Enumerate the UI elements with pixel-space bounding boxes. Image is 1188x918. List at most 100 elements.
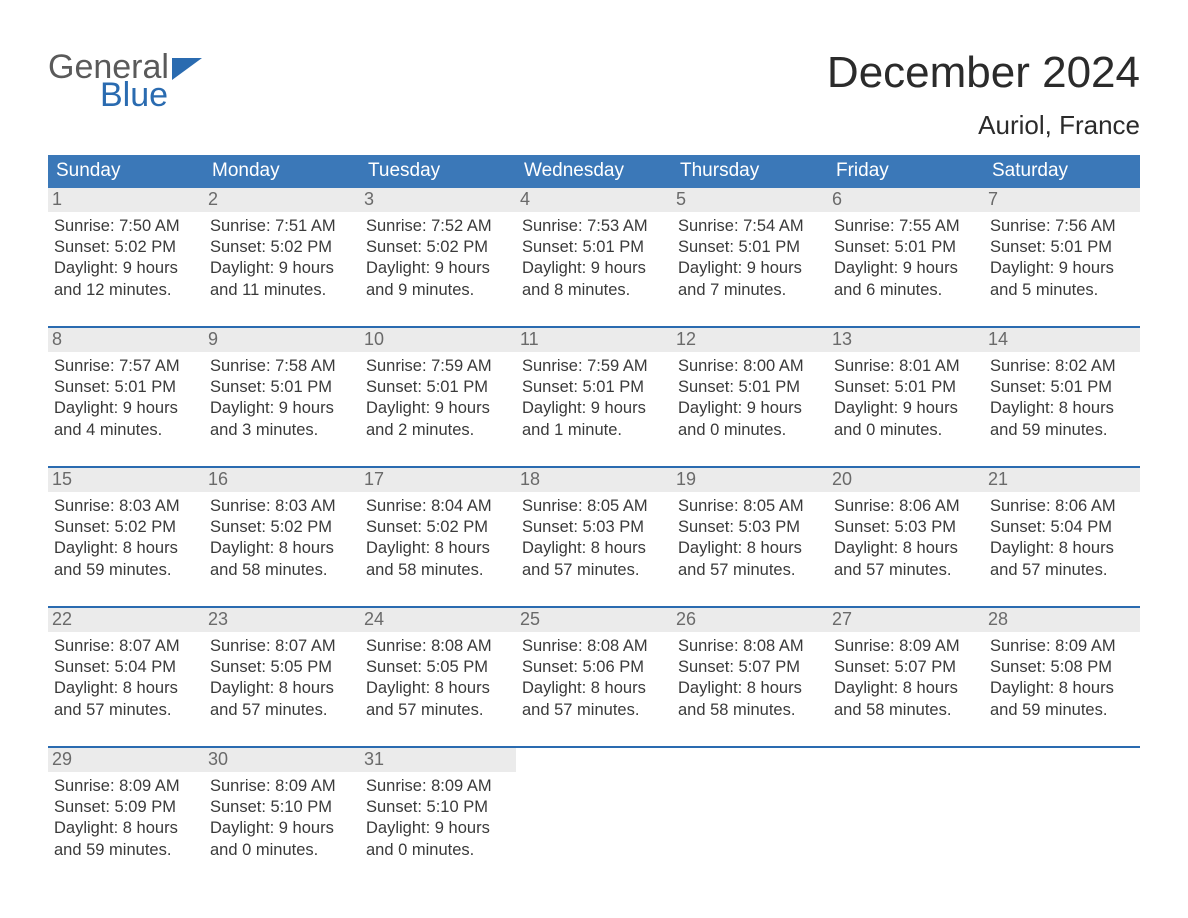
day-number: 12 — [672, 328, 828, 352]
day-number: 21 — [984, 468, 1140, 492]
day-details: Sunrise: 7:58 AM Sunset: 5:01 PM Dayligh… — [210, 352, 354, 440]
day-number: 7 — [984, 188, 1140, 212]
day-number: 25 — [516, 608, 672, 632]
day-details: Sunrise: 8:04 AM Sunset: 5:02 PM Dayligh… — [366, 492, 510, 580]
day-details: Sunrise: 7:59 AM Sunset: 5:01 PM Dayligh… — [366, 352, 510, 440]
day-number: 31 — [360, 748, 516, 772]
calendar-cell: 5Sunrise: 7:54 AM Sunset: 5:01 PM Daylig… — [672, 188, 828, 308]
calendar-cell: 12Sunrise: 8:00 AM Sunset: 5:01 PM Dayli… — [672, 328, 828, 448]
calendar-cell: 30Sunrise: 8:09 AM Sunset: 5:10 PM Dayli… — [204, 748, 360, 868]
calendar-cell: 21Sunrise: 8:06 AM Sunset: 5:04 PM Dayli… — [984, 468, 1140, 588]
day-details: Sunrise: 8:01 AM Sunset: 5:01 PM Dayligh… — [834, 352, 978, 440]
day-number: 19 — [672, 468, 828, 492]
calendar-cell: 13Sunrise: 8:01 AM Sunset: 5:01 PM Dayli… — [828, 328, 984, 448]
dow-header: Tuesday — [360, 155, 516, 188]
day-details: Sunrise: 7:57 AM Sunset: 5:01 PM Dayligh… — [54, 352, 198, 440]
day-details: Sunrise: 8:08 AM Sunset: 5:07 PM Dayligh… — [678, 632, 822, 720]
day-details: Sunrise: 7:53 AM Sunset: 5:01 PM Dayligh… — [522, 212, 666, 300]
day-details: Sunrise: 8:07 AM Sunset: 5:05 PM Dayligh… — [210, 632, 354, 720]
title-block: December 2024 Auriol, France — [827, 50, 1140, 141]
day-number: 29 — [48, 748, 204, 772]
day-number: 13 — [828, 328, 984, 352]
day-number: 3 — [360, 188, 516, 212]
calendar-cell: 2Sunrise: 7:51 AM Sunset: 5:02 PM Daylig… — [204, 188, 360, 308]
location-subtitle: Auriol, France — [827, 110, 1140, 141]
calendar-cell: 14Sunrise: 8:02 AM Sunset: 5:01 PM Dayli… — [984, 328, 1140, 448]
calendar-cell — [984, 748, 1140, 868]
calendar-cell: 10Sunrise: 7:59 AM Sunset: 5:01 PM Dayli… — [360, 328, 516, 448]
flag-icon — [172, 58, 202, 80]
day-details: Sunrise: 8:09 AM Sunset: 5:10 PM Dayligh… — [210, 772, 354, 860]
calendar-cell: 23Sunrise: 8:07 AM Sunset: 5:05 PM Dayli… — [204, 608, 360, 728]
day-details: Sunrise: 7:55 AM Sunset: 5:01 PM Dayligh… — [834, 212, 978, 300]
day-number: 24 — [360, 608, 516, 632]
day-number: 22 — [48, 608, 204, 632]
calendar-cell: 31Sunrise: 8:09 AM Sunset: 5:10 PM Dayli… — [360, 748, 516, 868]
day-number: 18 — [516, 468, 672, 492]
dow-header: Wednesday — [516, 155, 672, 188]
day-number: 26 — [672, 608, 828, 632]
calendar-cell: 11Sunrise: 7:59 AM Sunset: 5:01 PM Dayli… — [516, 328, 672, 448]
day-number: 17 — [360, 468, 516, 492]
calendar-cell: 22Sunrise: 8:07 AM Sunset: 5:04 PM Dayli… — [48, 608, 204, 728]
day-details: Sunrise: 8:09 AM Sunset: 5:08 PM Dayligh… — [990, 632, 1134, 720]
calendar-cell: 25Sunrise: 8:08 AM Sunset: 5:06 PM Dayli… — [516, 608, 672, 728]
calendar-cell: 15Sunrise: 8:03 AM Sunset: 5:02 PM Dayli… — [48, 468, 204, 588]
day-number: 9 — [204, 328, 360, 352]
calendar-cell: 26Sunrise: 8:08 AM Sunset: 5:07 PM Dayli… — [672, 608, 828, 728]
logo-word2: Blue — [100, 78, 202, 112]
calendar-page: General Blue December 2024 Auriol, Franc… — [0, 0, 1188, 908]
day-details: Sunrise: 8:06 AM Sunset: 5:04 PM Dayligh… — [990, 492, 1134, 580]
dow-header: Friday — [828, 155, 984, 188]
calendar-cell: 6Sunrise: 7:55 AM Sunset: 5:01 PM Daylig… — [828, 188, 984, 308]
day-number: 6 — [828, 188, 984, 212]
day-details: Sunrise: 8:05 AM Sunset: 5:03 PM Dayligh… — [522, 492, 666, 580]
calendar-grid: Sunday Monday Tuesday Wednesday Thursday… — [48, 155, 1140, 868]
day-number: 4 — [516, 188, 672, 212]
topbar: General Blue December 2024 Auriol, Franc… — [48, 50, 1140, 141]
day-details: Sunrise: 8:05 AM Sunset: 5:03 PM Dayligh… — [678, 492, 822, 580]
day-number: 1 — [48, 188, 204, 212]
day-number: 30 — [204, 748, 360, 772]
calendar-cell: 18Sunrise: 8:05 AM Sunset: 5:03 PM Dayli… — [516, 468, 672, 588]
calendar-cell: 7Sunrise: 7:56 AM Sunset: 5:01 PM Daylig… — [984, 188, 1140, 308]
day-number: 11 — [516, 328, 672, 352]
day-details: Sunrise: 7:52 AM Sunset: 5:02 PM Dayligh… — [366, 212, 510, 300]
dow-header: Monday — [204, 155, 360, 188]
calendar-cell: 29Sunrise: 8:09 AM Sunset: 5:09 PM Dayli… — [48, 748, 204, 868]
day-details: Sunrise: 8:02 AM Sunset: 5:01 PM Dayligh… — [990, 352, 1134, 440]
calendar-cell: 9Sunrise: 7:58 AM Sunset: 5:01 PM Daylig… — [204, 328, 360, 448]
day-number: 8 — [48, 328, 204, 352]
calendar-cell: 28Sunrise: 8:09 AM Sunset: 5:08 PM Dayli… — [984, 608, 1140, 728]
page-title: December 2024 — [827, 50, 1140, 96]
day-details: Sunrise: 8:00 AM Sunset: 5:01 PM Dayligh… — [678, 352, 822, 440]
day-number: 5 — [672, 188, 828, 212]
calendar-cell: 17Sunrise: 8:04 AM Sunset: 5:02 PM Dayli… — [360, 468, 516, 588]
calendar-cell: 8Sunrise: 7:57 AM Sunset: 5:01 PM Daylig… — [48, 328, 204, 448]
day-number: 10 — [360, 328, 516, 352]
calendar-cell — [828, 748, 984, 868]
day-details: Sunrise: 7:59 AM Sunset: 5:01 PM Dayligh… — [522, 352, 666, 440]
day-number: 27 — [828, 608, 984, 632]
day-details: Sunrise: 8:08 AM Sunset: 5:06 PM Dayligh… — [522, 632, 666, 720]
calendar-cell: 16Sunrise: 8:03 AM Sunset: 5:02 PM Dayli… — [204, 468, 360, 588]
day-details: Sunrise: 8:07 AM Sunset: 5:04 PM Dayligh… — [54, 632, 198, 720]
day-details: Sunrise: 8:08 AM Sunset: 5:05 PM Dayligh… — [366, 632, 510, 720]
calendar-cell: 24Sunrise: 8:08 AM Sunset: 5:05 PM Dayli… — [360, 608, 516, 728]
day-details: Sunrise: 7:51 AM Sunset: 5:02 PM Dayligh… — [210, 212, 354, 300]
dow-header: Sunday — [48, 155, 204, 188]
logo: General Blue — [48, 50, 202, 112]
calendar-cell: 4Sunrise: 7:53 AM Sunset: 5:01 PM Daylig… — [516, 188, 672, 308]
day-details: Sunrise: 7:56 AM Sunset: 5:01 PM Dayligh… — [990, 212, 1134, 300]
calendar-cell: 20Sunrise: 8:06 AM Sunset: 5:03 PM Dayli… — [828, 468, 984, 588]
day-number: 28 — [984, 608, 1140, 632]
calendar-cell: 19Sunrise: 8:05 AM Sunset: 5:03 PM Dayli… — [672, 468, 828, 588]
day-details: Sunrise: 8:09 AM Sunset: 5:09 PM Dayligh… — [54, 772, 198, 860]
calendar-cell: 3Sunrise: 7:52 AM Sunset: 5:02 PM Daylig… — [360, 188, 516, 308]
day-number: 15 — [48, 468, 204, 492]
day-details: Sunrise: 7:50 AM Sunset: 5:02 PM Dayligh… — [54, 212, 198, 300]
day-number: 23 — [204, 608, 360, 632]
calendar-cell: 27Sunrise: 8:09 AM Sunset: 5:07 PM Dayli… — [828, 608, 984, 728]
day-details: Sunrise: 8:09 AM Sunset: 5:10 PM Dayligh… — [366, 772, 510, 860]
calendar-cell: 1Sunrise: 7:50 AM Sunset: 5:02 PM Daylig… — [48, 188, 204, 308]
